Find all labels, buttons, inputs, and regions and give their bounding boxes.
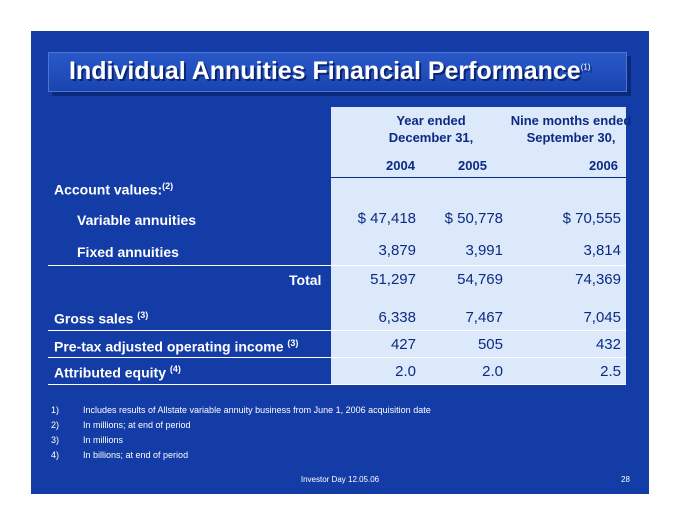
title-bar: Individual Annuities Financial Performan… xyxy=(48,52,627,92)
footnote-1: 1) Includes results of Allstate variable … xyxy=(51,405,431,415)
slide-title: Individual Annuities Financial Performan… xyxy=(69,57,591,85)
row-label-total: Total xyxy=(289,272,322,288)
cell-fixed-2005: 3,991 xyxy=(465,242,503,259)
header-year-ended: Year ended December 31, xyxy=(388,113,474,145)
year-2004: 2004 xyxy=(386,158,415,173)
row-label-gross-sales: Gross sales (3) xyxy=(54,310,149,327)
cell-pretax-2006: 432 xyxy=(595,336,621,353)
footnote-3: 3) In millions xyxy=(51,435,124,445)
row-label-fixed-annuities: Fixed annuities xyxy=(77,244,179,260)
divider-gross-sales xyxy=(48,330,626,331)
footnote-2: 2) In millions; at end of period xyxy=(51,420,191,430)
section-label-account-values: Account values:(2) xyxy=(54,181,174,198)
divider-above-total xyxy=(48,265,626,266)
divider-bottom xyxy=(48,384,626,385)
page-number: 28 xyxy=(621,475,630,484)
year-2006: 2006 xyxy=(589,158,618,173)
cell-total-2006: 74,369 xyxy=(575,271,621,288)
cell-total-2005: 54,769 xyxy=(457,271,503,288)
year-2005: 2005 xyxy=(458,158,487,173)
cell-equity-2005: 2.0 xyxy=(482,363,503,380)
footnotes: 1) Includes results of Allstate variable … xyxy=(51,403,431,463)
cell-pretax-2004: 427 xyxy=(390,336,416,353)
footnote-4: 4) In billions; at end of period xyxy=(51,450,189,460)
cell-variable-2005: $ 50,778 xyxy=(444,210,503,227)
cell-variable-2006: $ 70,555 xyxy=(562,210,621,227)
title-footnote-marker: (1) xyxy=(580,62,591,72)
cell-total-2004: 51,297 xyxy=(370,271,416,288)
cell-gross-sales-2005: 7,467 xyxy=(465,309,503,326)
cell-fixed-2004: 3,879 xyxy=(378,242,416,259)
cell-variable-2004: $ 47,418 xyxy=(357,210,416,227)
divider-pretax xyxy=(48,357,626,358)
header-nine-months-ended: Nine months ended September 30, xyxy=(510,113,632,145)
cell-fixed-2006: 3,814 xyxy=(583,242,621,259)
table-value-area xyxy=(331,107,626,385)
cell-gross-sales-2006: 7,045 xyxy=(583,309,621,326)
footer-event: Investor Day 12.05.06 xyxy=(300,475,380,484)
cell-gross-sales-2004: 6,338 xyxy=(378,309,416,326)
row-label-variable-annuities: Variable annuities xyxy=(77,212,197,228)
slide: Individual Annuities Financial Performan… xyxy=(31,31,649,494)
row-label-attributed-equity: Attributed equity (4) xyxy=(54,364,181,381)
row-label-pretax-operating-income: Pre-tax adjusted operating income (3) xyxy=(54,338,299,355)
cell-pretax-2005: 505 xyxy=(477,336,503,353)
header-underline xyxy=(331,177,626,178)
cell-equity-2004: 2.0 xyxy=(395,363,416,380)
cell-equity-2006: 2.5 xyxy=(600,363,621,380)
